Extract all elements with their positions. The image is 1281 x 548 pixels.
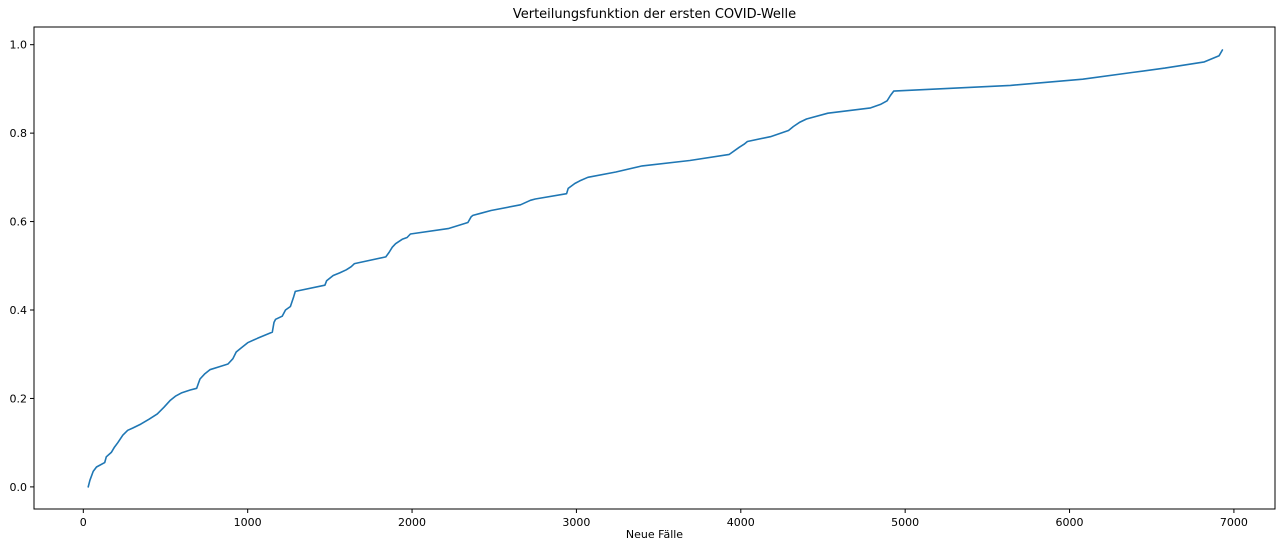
x-axis: 0 1000 2000 3000 4000 5000 6000 7000	[80, 509, 1248, 529]
y-tick-label: 0.2	[10, 392, 28, 405]
y-axis: 0.0 0.2 0.4 0.6 0.8 1.0	[10, 39, 34, 494]
x-tick-label: 4000	[727, 516, 755, 529]
y-tick-label: 0.6	[10, 216, 28, 229]
plot-frame	[33, 26, 1276, 510]
chart-title: Verteilungsfunktion der ersten COVID-Wel…	[513, 7, 796, 22]
y-tick-label: 0.8	[10, 127, 28, 140]
x-tick-label: 0	[80, 516, 87, 529]
x-tick-label: 7000	[1220, 516, 1248, 529]
x-axis-label: Neue Fälle	[626, 528, 683, 541]
x-tick-label: 2000	[398, 516, 426, 529]
plot-area: 0 1000 2000 3000 4000 5000 6000 7000 0.00.20.40…	[10, 26, 1276, 529]
plot-background	[34, 27, 1275, 509]
x-tick-label: 5000	[891, 516, 919, 529]
x-tick-label: 3000	[562, 516, 590, 529]
series-line	[87, 49, 1224, 488]
series-layer	[87, 49, 1224, 488]
x-tick-label: 6000	[1056, 516, 1084, 529]
x-tick-label: 1000	[234, 516, 262, 529]
y-tick-label: 1.0	[10, 39, 28, 52]
y-tick-label: 0.4	[10, 304, 28, 317]
y-tick-label: 0.0	[10, 481, 28, 494]
